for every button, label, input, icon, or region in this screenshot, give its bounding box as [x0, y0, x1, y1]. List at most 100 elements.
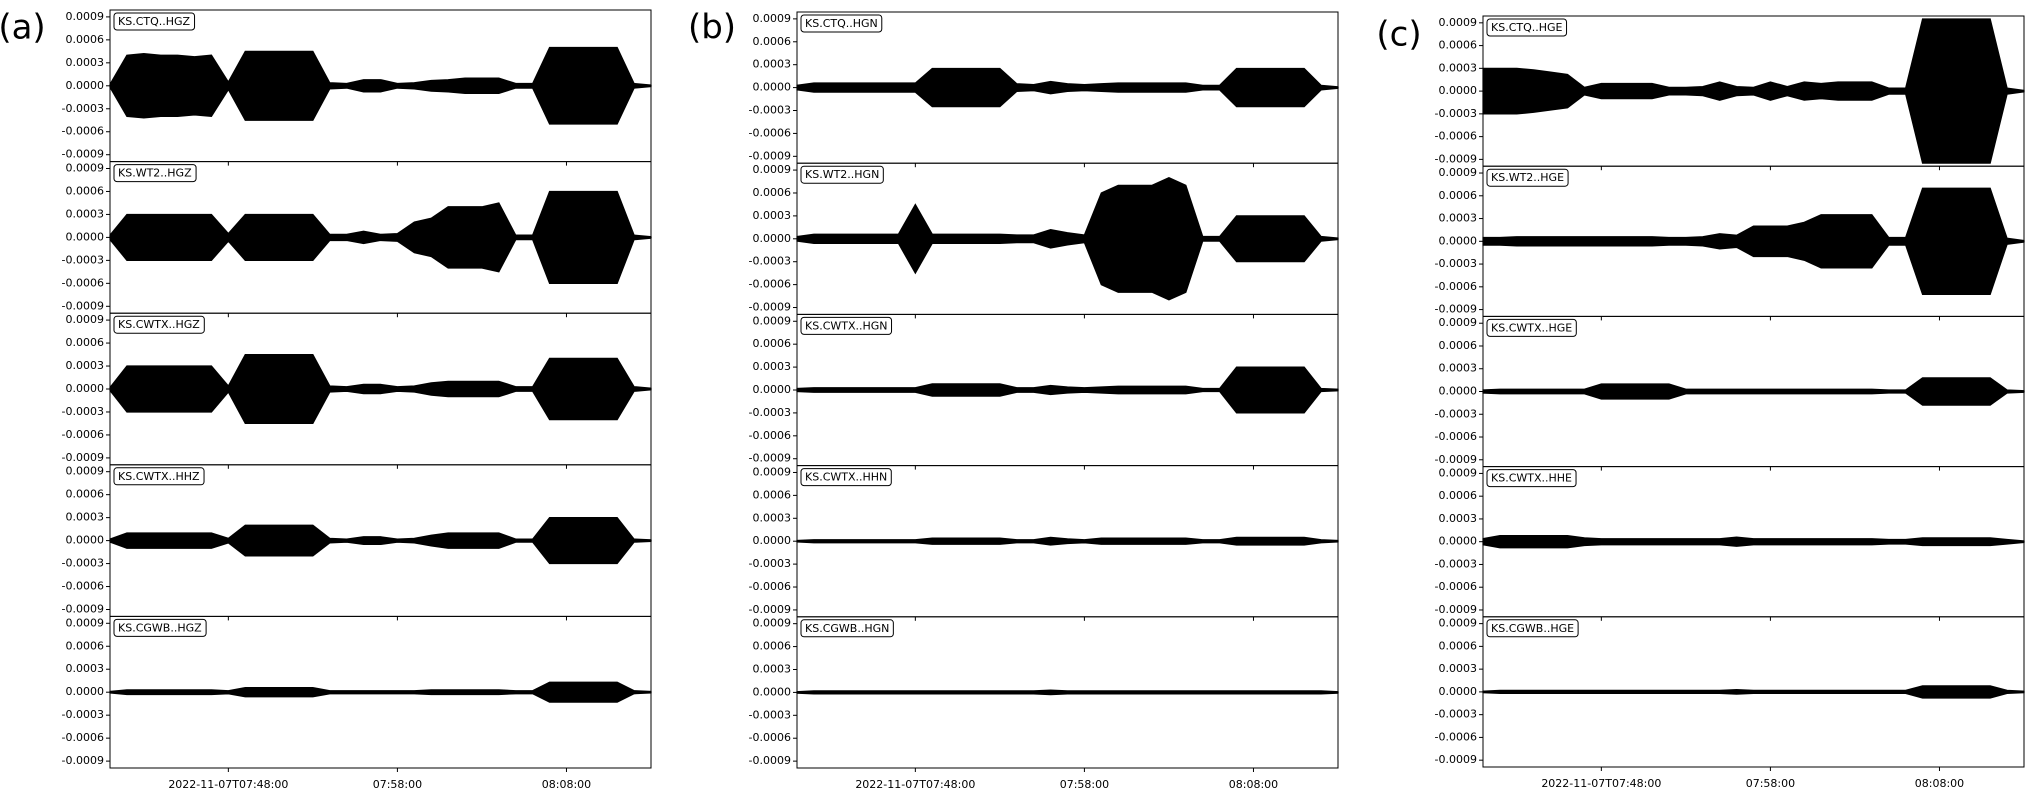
y-tick-label: 0.0006	[753, 337, 792, 350]
y-tick-label: -0.0006	[62, 580, 104, 593]
y-tick-label: 0.0009	[66, 465, 105, 478]
station-label-box	[113, 467, 205, 486]
station-label: KS.WT2..HGZ	[118, 167, 192, 180]
y-tick-label: -0.0009	[62, 754, 104, 767]
trace-upper	[109, 681, 652, 693]
station-label-box	[1486, 318, 1577, 337]
station-label-box	[113, 164, 197, 183]
y-tick-label: 0.0009	[66, 10, 105, 23]
trace-upper	[796, 177, 1339, 240]
y-tick-label: -0.0006	[749, 731, 791, 744]
y-tick-label: 0.0006	[1439, 189, 1478, 202]
y-tick-label: -0.0006	[62, 276, 104, 289]
x-tick-label: 2022-11-07T07:48:00	[855, 778, 975, 791]
y-tick-label: 0.0009	[753, 617, 792, 630]
y-tick-label: -0.0009	[749, 452, 791, 465]
trace-lower	[1482, 541, 2025, 549]
station-label: KS.CTQ..HGE	[1491, 21, 1563, 34]
station-label-box	[800, 165, 884, 184]
station-label: KS.CWTX..HGZ	[118, 318, 200, 331]
y-tick-label: -0.0009	[62, 603, 104, 616]
y-tick-label: -0.0006	[1435, 730, 1477, 743]
y-tick-label: -0.0003	[62, 405, 104, 418]
y-tick-label: -0.0006	[62, 731, 104, 744]
trace-lower	[1482, 90, 2025, 164]
y-tick-label: 0.0009	[66, 161, 105, 174]
station-label: KS.CGWB..HGZ	[118, 621, 202, 634]
y-tick-label: 0.0000	[1439, 535, 1478, 548]
y-tick-label: 0.0009	[753, 163, 792, 176]
x-tick-label: 07:58:00	[1060, 778, 1109, 791]
panel-label: (b)	[688, 8, 736, 48]
y-tick-label: 0.0006	[66, 488, 105, 501]
y-tick-label: 0.0000	[1439, 234, 1478, 247]
y-tick-label: 0.0009	[1439, 466, 1478, 479]
y-tick-label: -0.0003	[1435, 257, 1477, 270]
trace-upper	[1482, 377, 2025, 393]
y-tick-label: -0.0003	[62, 102, 104, 115]
y-tick-label: 0.0006	[1439, 339, 1478, 352]
y-tick-label: -0.0003	[62, 557, 104, 570]
y-tick-label: -0.0006	[749, 580, 791, 593]
y-tick-label: -0.0009	[1435, 303, 1477, 316]
x-tick-label: 07:58:00	[373, 778, 422, 791]
y-tick-label: -0.0006	[1435, 430, 1477, 443]
y-tick-label: 0.0006	[1439, 489, 1478, 502]
y-tick-label: 0.0000	[66, 382, 105, 395]
y-tick-label: -0.0003	[62, 708, 104, 721]
y-tick-label: 0.0006	[753, 488, 792, 501]
y-tick-label: -0.0006	[1435, 280, 1477, 293]
panel-label: (c)	[1376, 15, 1421, 55]
y-tick-label: 0.0000	[753, 534, 792, 547]
y-tick-label: 0.0000	[66, 534, 105, 547]
y-tick-label: -0.0009	[749, 149, 791, 162]
trace-lower	[109, 236, 652, 284]
station-label-box	[1486, 168, 1569, 187]
trace-upper	[1482, 685, 2025, 693]
station-label: KS.CGWB..HGE	[1491, 622, 1574, 635]
station-label-box	[800, 468, 892, 487]
station-label: KS.CTQ..HGN	[805, 17, 878, 30]
y-tick-label: 0.0003	[66, 662, 105, 675]
y-tick-label: -0.0009	[62, 148, 104, 161]
station-label: KS.WT2..HGE	[1491, 171, 1564, 184]
station-label: KS.CWTX..HHE	[1491, 472, 1572, 485]
y-tick-label: 0.0003	[753, 360, 792, 373]
station-label: KS.CWTX..HGE	[1491, 321, 1572, 334]
y-tick-label: 0.0006	[66, 336, 105, 349]
y-tick-label: -0.0009	[749, 603, 791, 616]
y-tick-label: -0.0003	[1435, 708, 1477, 721]
station-label-box	[1486, 18, 1568, 37]
x-tick-label: 08:08:00	[1229, 778, 1278, 791]
station-label: KS.WT2..HGN	[805, 168, 879, 181]
x-tick-label: 08:08:00	[1915, 777, 1964, 790]
trace-lower	[109, 85, 652, 125]
y-tick-label: 0.0003	[1439, 662, 1478, 675]
y-tick-label: 0.0003	[753, 511, 792, 524]
y-tick-label: -0.0006	[62, 428, 104, 441]
station-label-box	[113, 315, 205, 334]
trace-lower	[109, 388, 652, 425]
y-tick-label: -0.0009	[1435, 453, 1477, 466]
y-tick-label: 0.0006	[66, 184, 105, 197]
trace-lower	[796, 238, 1339, 301]
trace-upper	[109, 517, 652, 542]
x-tick-label: 2022-11-07T07:48:00	[1541, 777, 1661, 790]
y-tick-label: 0.0009	[1439, 16, 1478, 29]
trace-lower	[1482, 390, 2025, 406]
y-tick-label: -0.0003	[749, 708, 791, 721]
y-tick-label: -0.0006	[749, 126, 791, 139]
y-tick-label: 0.0000	[66, 685, 105, 698]
y-tick-label: 0.0006	[753, 35, 792, 48]
y-tick-label: -0.0003	[62, 253, 104, 266]
trace-upper	[796, 67, 1339, 89]
x-tick-label: 07:58:00	[1746, 777, 1795, 790]
y-tick-label: 0.0009	[1439, 617, 1478, 630]
subplot-frame	[796, 616, 1339, 769]
y-tick-label: 0.0000	[753, 685, 792, 698]
station-label-box	[1486, 619, 1579, 638]
y-tick-label: 0.0003	[66, 207, 105, 220]
y-tick-label: 0.0009	[753, 12, 792, 25]
trace-upper	[796, 366, 1339, 391]
